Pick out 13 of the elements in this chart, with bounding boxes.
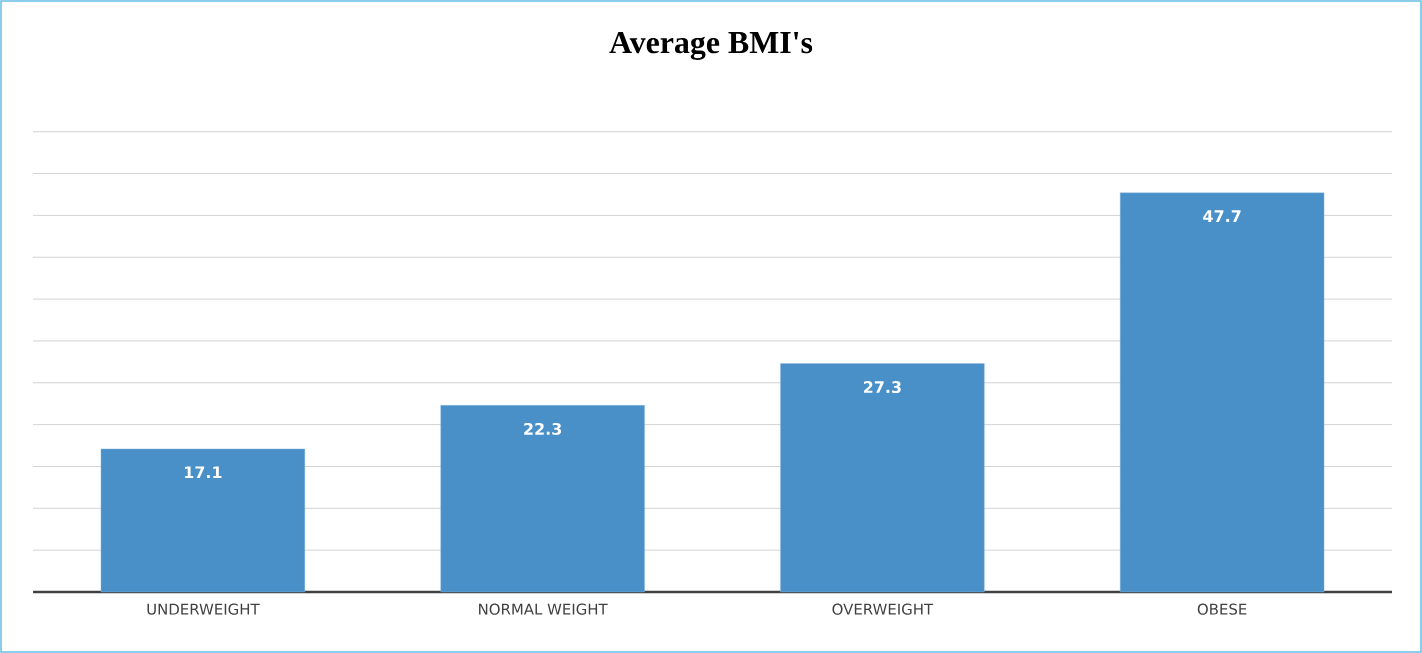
data-label: 22.3: [524, 422, 562, 435]
bar: [1120, 192, 1325, 593]
bar: [780, 363, 985, 593]
bar: [440, 405, 645, 593]
data-label: 27.3: [863, 381, 901, 394]
x-tick-label: NORMAL WEIGHT: [479, 603, 608, 615]
x-tick-label: OBESE: [1197, 603, 1247, 615]
x-tick-label: OVERWEIGHT: [832, 603, 934, 615]
bar: [100, 448, 306, 593]
chart-title: Average BMI's: [609, 31, 813, 61]
data-label: 47.7: [1203, 210, 1241, 222]
x-tick-label: UNDERWEIGHT: [147, 603, 260, 615]
data-label: 17.1: [185, 466, 222, 479]
